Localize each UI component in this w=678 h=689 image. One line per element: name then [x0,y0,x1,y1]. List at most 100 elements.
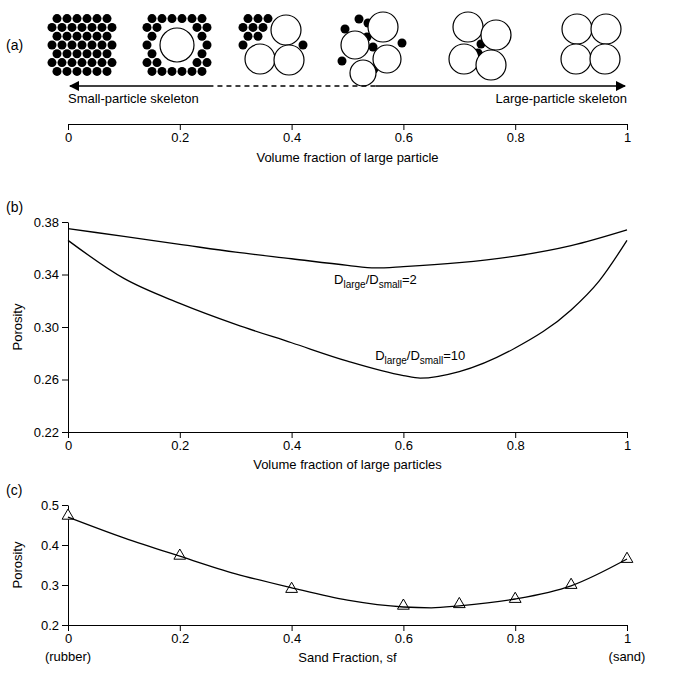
tick-mark [62,432,68,433]
tick-mark [292,124,293,130]
small-particle [88,58,97,67]
tick: 0.4 [283,625,301,646]
tick: 0.6 [395,625,413,646]
x-axis-title: Sand Fraction, sf [298,650,397,665]
tick-mark [62,380,68,381]
x-axis: 00.20.40.60.81 [65,625,631,646]
tick: 0.6 [395,124,413,145]
tick-mark [515,432,516,438]
small-particle [78,41,87,50]
annotation: Large-particle skeleton [495,91,627,106]
x-axis-line [69,625,628,626]
figure: (a)Small-particle skeletonLarge-particle… [0,0,678,689]
tick: 0.34 [34,267,68,282]
tick-label: 1 [624,438,631,453]
small-particle [188,67,197,76]
series-label: Dlarge/Dsmall=2 [334,272,417,290]
small-particle [63,32,72,41]
x-axis-title: Volume fraction of large particle [256,150,438,165]
tick-label: 0.4 [283,631,301,646]
small-particle [83,67,92,76]
small-particle [254,32,263,41]
label-part: /D [407,348,420,363]
small-particle [198,14,207,23]
arrow-dashed [213,85,375,86]
large-particle [562,14,592,44]
small-particle [178,67,187,76]
particle-diagram [48,12,622,86]
small-particle [254,14,263,23]
subscript: small [379,279,402,290]
series-label: Dlarge/Dsmall=10 [375,348,465,366]
particle-cluster [449,12,511,80]
small-particle [58,58,67,67]
tick-mark [68,124,69,130]
tick: 0.22 [34,425,68,440]
skeleton-arrows [70,86,625,87]
annotation: (sand) [609,649,646,664]
small-particle [103,32,112,41]
small-particle [68,41,77,50]
small-particle [58,41,67,50]
tick-mark [62,505,68,506]
small-particle [108,23,117,32]
small-particle [153,58,162,67]
tick-label: 0.2 [171,438,189,453]
large-particle [481,20,511,50]
small-particle [73,14,82,23]
small-particle [143,41,152,50]
tick-label: 0.30 [34,320,59,335]
label-part: =2 [402,272,417,287]
small-particle [239,23,248,32]
small-particle [48,58,57,67]
tick-mark [627,124,628,130]
small-particle [53,67,62,76]
plot-area [68,229,627,379]
tick-mark [62,625,68,626]
tick-mark [62,545,68,546]
particle-cluster [48,14,117,76]
panel-label: (c) [6,482,22,498]
tick-mark [403,124,404,130]
annotation: (rubber) [45,649,91,664]
small-particle [88,23,97,32]
small-particle [239,41,248,50]
small-particle [355,15,364,24]
subscript: large [385,355,408,366]
tick: 0.2 [171,124,189,145]
small-particle [63,49,72,58]
tick: 1 [624,432,631,453]
tick-label: 0.6 [395,130,413,145]
panel-label: (a) [6,37,23,53]
tick-label: 0.8 [507,130,525,145]
series-line [68,240,627,378]
large-particle [368,12,398,42]
tick: 0.8 [507,124,525,145]
tick-label: 0.3 [41,578,59,593]
small-particle [93,14,102,23]
small-particle [264,14,273,23]
small-particle [73,67,82,76]
tick-mark [62,275,68,276]
large-particle [245,44,275,74]
small-particle [168,14,177,23]
tick-label: 0 [65,130,72,145]
y-axis-title: Porosity [10,541,25,588]
tick: 0.4 [41,538,68,553]
tick-mark [627,625,628,631]
panel-label: (b) [6,199,23,215]
tick: 0.38 [34,215,68,230]
small-particle [48,41,57,50]
small-particle [53,32,62,41]
small-particle [153,23,162,32]
tick: 0.2 [171,625,189,646]
small-particle [244,32,253,41]
small-particle [103,49,112,58]
small-particle [103,67,112,76]
tick-label: 0.8 [507,631,525,646]
small-particle [88,41,97,50]
large-particle [160,28,194,62]
tick-label: 0.6 [395,438,413,453]
tick: 0 [65,625,72,646]
small-particle [48,23,57,32]
